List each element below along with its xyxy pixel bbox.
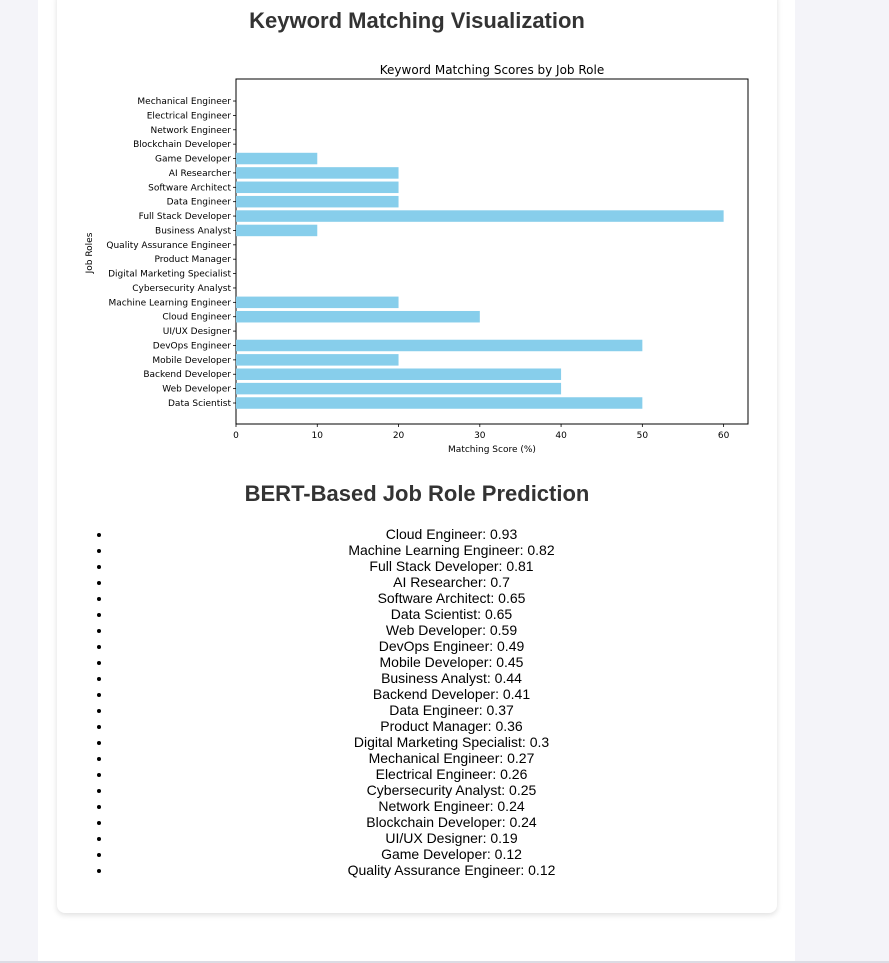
chart-x-tick-label: 40 <box>555 431 567 441</box>
chart-y-tick-label: Full Stack Developer <box>139 212 232 222</box>
chart-y-tick-label: Network Engineer <box>150 126 231 136</box>
prediction-list-item: Data Scientist: 0.65 <box>112 606 791 622</box>
chart-y-tick-label: AI Researcher <box>169 169 231 179</box>
chart-y-tick-label: Data Engineer <box>167 198 232 208</box>
prediction-list-item: Mobile Developer: 0.45 <box>112 654 791 670</box>
chart-y-tick-label: Web Developer <box>162 385 231 395</box>
chart-x-tick-label: 60 <box>718 431 730 441</box>
prediction-list-item: Mechanical Engineer: 0.27 <box>112 750 791 766</box>
chart-x-tick-label: 20 <box>393 431 405 441</box>
prediction-list-item: AI Researcher: 0.7 <box>112 574 791 590</box>
chart-y-tick-label: UI/UX Designer <box>163 327 231 337</box>
prediction-list-item: Data Engineer: 0.37 <box>112 702 791 718</box>
prediction-list-item: Quality Assurance Engineer: 0.12 <box>112 862 791 878</box>
prediction-list-item: Network Engineer: 0.24 <box>112 798 791 814</box>
chart-x-axis-label: Matching Score (%) <box>448 445 536 455</box>
chart-y-axis-label: Job Roles <box>85 232 95 274</box>
bert-section-heading: BERT-Based Job Role Prediction <box>244 481 590 506</box>
chart-bar <box>236 339 643 352</box>
chart-y-tick-label: Cybersecurity Analyst <box>132 284 231 294</box>
prediction-list-item: Cybersecurity Analyst: 0.25 <box>112 782 791 798</box>
chart-bar <box>236 167 399 179</box>
chart-bar <box>236 354 399 366</box>
chart-x-tick-label: 0 <box>233 431 239 441</box>
chart-y-tick-label: Electrical Engineer <box>147 111 232 121</box>
prediction-list-item: DevOps Engineer: 0.49 <box>112 638 791 654</box>
results-card <box>57 0 777 913</box>
chart-plot-area <box>235 78 749 425</box>
chart-bar <box>236 296 399 309</box>
chart-y-tick-label: Game Developer <box>155 155 231 165</box>
chart-y-tick-label: Blockchain Developer <box>133 140 231 150</box>
chart-bar <box>236 397 643 409</box>
chart-bar <box>236 368 562 380</box>
chart-title: Keyword Matching Scores by Job Role <box>380 63 604 77</box>
chart-y-ticks: Data Scientist Web Developer Backend Devel… <box>106 97 236 409</box>
chart-bar <box>236 181 399 194</box>
chart-bar <box>236 195 399 208</box>
prediction-list: Cloud Engineer: 0.93Machine Learning Eng… <box>78 526 791 878</box>
prediction-list-item: Electrical Engineer: 0.26 <box>112 766 791 782</box>
prediction-list-item: Machine Learning Engineer: 0.82 <box>112 542 791 558</box>
chart-bar <box>236 210 724 222</box>
chart-bar <box>236 382 562 395</box>
chart-y-tick-label: Machine Learning Engineer <box>108 298 231 308</box>
chart-x-tick-label: 50 <box>637 431 649 441</box>
prediction-list-item: Software Architect: 0.65 <box>112 590 791 606</box>
chart-x-tick-label: 30 <box>474 431 486 441</box>
prediction-list-item: Web Developer: 0.59 <box>112 622 791 638</box>
prediction-list-item: Cloud Engineer: 0.93 <box>112 526 791 542</box>
prediction-list-item: Game Developer: 0.12 <box>112 846 791 862</box>
chart-y-tick-label: Digital Marketing Specialist <box>108 270 231 280</box>
chart-y-tick-label: Cloud Engineer <box>162 313 231 323</box>
chart-y-tick-label: Backend Developer <box>143 370 231 380</box>
prediction-list-item: Business Analyst: 0.44 <box>112 670 791 686</box>
chart-bar <box>236 224 318 237</box>
prediction-list-item: Backend Developer: 0.41 <box>112 686 791 702</box>
chart-y-tick-label: Product Manager <box>155 255 232 265</box>
prediction-list-item: UI/UX Designer: 0.19 <box>112 830 791 846</box>
prediction-list-item: Product Manager: 0.36 <box>112 718 791 734</box>
chart-y-tick-label: Quality Assurance Engineer <box>106 241 231 251</box>
chart-x-ticks: 0 10 20 30 40 50 60 <box>233 424 730 441</box>
page-bottom-divider <box>0 961 889 963</box>
chart-y-tick-label: Data Scientist <box>168 399 231 409</box>
chart-y-tick-label: DevOps Engineer <box>153 341 232 351</box>
prediction-list-item: Blockchain Developer: 0.24 <box>112 814 791 830</box>
chart-y-tick-label: Mechanical Engineer <box>137 97 231 107</box>
prediction-list-item: Digital Marketing Specialist: 0.3 <box>112 734 791 750</box>
chart-y-tick-label: Mobile Developer <box>152 356 231 366</box>
keyword-section-heading: Keyword Matching Visualization <box>249 8 585 33</box>
chart-x-tick-label: 10 <box>312 431 324 441</box>
keyword-matching-chart: Keyword Matching Scores by Job Role Matc… <box>85 63 749 455</box>
chart-bar <box>236 152 318 165</box>
prediction-list-item: Full Stack Developer: 0.81 <box>112 558 791 574</box>
chart-bars <box>236 152 724 409</box>
chart-y-tick-label: Business Analyst <box>155 226 231 236</box>
chart-bar <box>236 310 480 323</box>
chart-y-tick-label: Software Architect <box>148 183 231 193</box>
